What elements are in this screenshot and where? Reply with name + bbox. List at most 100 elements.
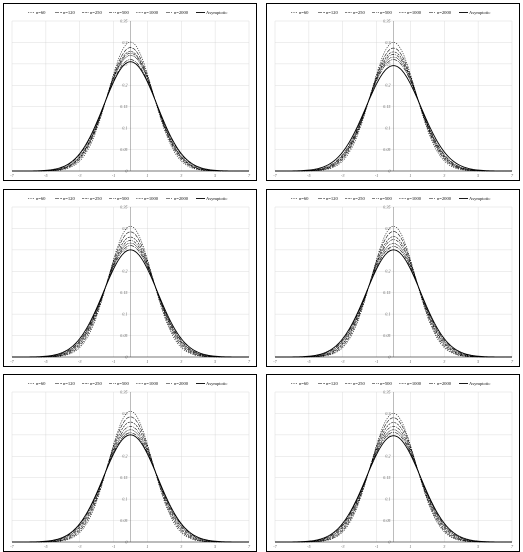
legend-label: n=1000 <box>144 10 159 15</box>
legend-label: n=60 <box>299 196 309 201</box>
y-tick-label: 0.3 <box>122 411 127 416</box>
x-tick-label: 1 <box>409 173 411 178</box>
y-tick-label: 0.1 <box>122 312 127 317</box>
legend-label: Asymptotic <box>206 10 227 15</box>
legend-label: n=500 <box>117 196 129 201</box>
legend-item: n=500 <box>372 196 392 201</box>
panel-1: -7-5-3-1135700.050.10.150.20.250.30.35n=… <box>3 3 257 181</box>
panel-4: -7-5-3-1135700.050.10.150.20.250.30.35n=… <box>266 189 520 367</box>
x-tick-label: -5 <box>307 544 311 549</box>
x-tick-label: -1 <box>112 359 116 364</box>
x-tick-label: 1 <box>146 544 148 549</box>
series-line-Asymptotic <box>11 61 250 172</box>
y-tick-label: 0.3 <box>385 226 390 231</box>
series-line-Asymptotic <box>12 434 249 543</box>
x-tick-label: -5 <box>44 173 48 178</box>
x-tick-label: 3 <box>443 359 445 364</box>
y-tick-label: 0.3 <box>385 40 390 45</box>
x-tick-label: -1 <box>375 173 379 178</box>
x-tick-label: -7 <box>10 359 14 364</box>
legend-label: n=120 <box>326 381 338 386</box>
series-line-n1000 <box>275 243 512 358</box>
panel-5: -7-5-3-1135700.050.10.150.20.250.30.35n=… <box>3 374 257 552</box>
x-tick-label: 5 <box>214 359 216 364</box>
y-tick-label: 0.35 <box>383 389 390 394</box>
legend-label: Asymptotic <box>206 381 227 386</box>
y-tick-label: 0.1 <box>385 497 390 502</box>
legend-item: n=60 <box>291 381 309 386</box>
panel-3-svg: -7-5-3-1135700.050.10.150.20.250.30.35n=… <box>10 196 251 364</box>
legend-label: n=1000 <box>407 196 422 201</box>
y-tick-label: 0.05 <box>120 518 127 523</box>
x-tick-label: 1 <box>409 544 411 549</box>
legend-item: n=2000 <box>429 196 452 201</box>
legend-item: n=60 <box>28 196 46 201</box>
legend-item: n=60 <box>291 10 309 15</box>
legend-label: n=250 <box>90 196 102 201</box>
x-tick-label: -5 <box>44 359 48 364</box>
legend-label: n=120 <box>326 196 338 201</box>
y-tick-label: 0.35 <box>120 204 127 209</box>
legend-label: n=2000 <box>174 10 189 15</box>
legend-label: n=2000 <box>437 10 452 15</box>
x-tick-label: -5 <box>307 173 311 178</box>
x-tick-label: 7 <box>511 359 514 364</box>
x-tick-label: -1 <box>375 359 379 364</box>
legend-label: n=60 <box>36 196 46 201</box>
legend-item: n=500 <box>109 381 129 386</box>
legend-item: Asymptotic <box>459 196 490 201</box>
legend-label: n=250 <box>353 196 365 201</box>
y-tick-label: 0.05 <box>120 333 127 338</box>
legend-label: n=250 <box>90 381 102 386</box>
x-tick-label: 5 <box>477 173 479 178</box>
y-tick-label: 0.05 <box>120 147 127 152</box>
legend-label: n=2000 <box>174 196 189 201</box>
legend-item: n=1000 <box>136 196 159 201</box>
x-tick-label: -7 <box>273 173 277 178</box>
legend-item: n=120 <box>318 381 338 386</box>
legend-item: n=1000 <box>136 381 159 386</box>
y-tick-label: 0.25 <box>383 61 390 66</box>
legend-label: n=250 <box>353 381 365 386</box>
x-tick-label: 7 <box>248 173 251 178</box>
legend-item: n=250 <box>345 381 365 386</box>
x-tick-label: 5 <box>477 544 479 549</box>
x-tick-label: 1 <box>146 359 148 364</box>
legend-item: n=500 <box>372 381 392 386</box>
x-tick-label: 7 <box>511 544 514 549</box>
legend-item: n=1000 <box>136 10 159 15</box>
x-tick-label: -3 <box>78 544 82 549</box>
y-tick-label: 0.25 <box>120 247 127 252</box>
y-tick-label: 0.2 <box>122 83 127 88</box>
legend-item: Asymptotic <box>196 10 227 15</box>
series-line-Asymptotic <box>275 435 512 543</box>
x-tick-label: 7 <box>248 544 251 549</box>
series-line-n1000 <box>275 429 512 543</box>
legend-item: n=250 <box>345 196 365 201</box>
x-tick-label: 3 <box>443 173 445 178</box>
x-tick-label: -3 <box>78 359 82 364</box>
y-tick-label: 0.15 <box>120 104 127 109</box>
x-tick-label: -5 <box>307 359 311 364</box>
panel-2: -7-5-3-1135700.050.10.150.20.250.30.35n=… <box>266 3 520 181</box>
legend-item: n=250 <box>82 381 102 386</box>
legend-item: n=500 <box>109 10 129 15</box>
legend-label: n=120 <box>63 10 75 15</box>
legend-item: n=2000 <box>166 196 189 201</box>
legend-label: n=60 <box>36 381 46 386</box>
x-tick-label: -7 <box>273 544 277 549</box>
y-tick-label: 0.35 <box>120 18 127 23</box>
x-tick-label: 3 <box>180 359 182 364</box>
y-tick-label: 0.15 <box>383 290 390 295</box>
y-tick-label: 0.3 <box>122 40 127 45</box>
x-tick-label: 3 <box>180 544 182 549</box>
legend-label: n=250 <box>90 10 102 15</box>
y-tick-label: 0.1 <box>122 126 127 131</box>
y-tick-label: 0.1 <box>385 126 390 131</box>
y-tick-label: 0.15 <box>383 104 390 109</box>
legend-label: n=1000 <box>144 381 159 386</box>
y-tick-label: 0.35 <box>120 389 127 394</box>
legend-item: n=1000 <box>399 196 422 201</box>
legend-label: n=60 <box>299 381 309 386</box>
legend-item: Asymptotic <box>459 10 490 15</box>
